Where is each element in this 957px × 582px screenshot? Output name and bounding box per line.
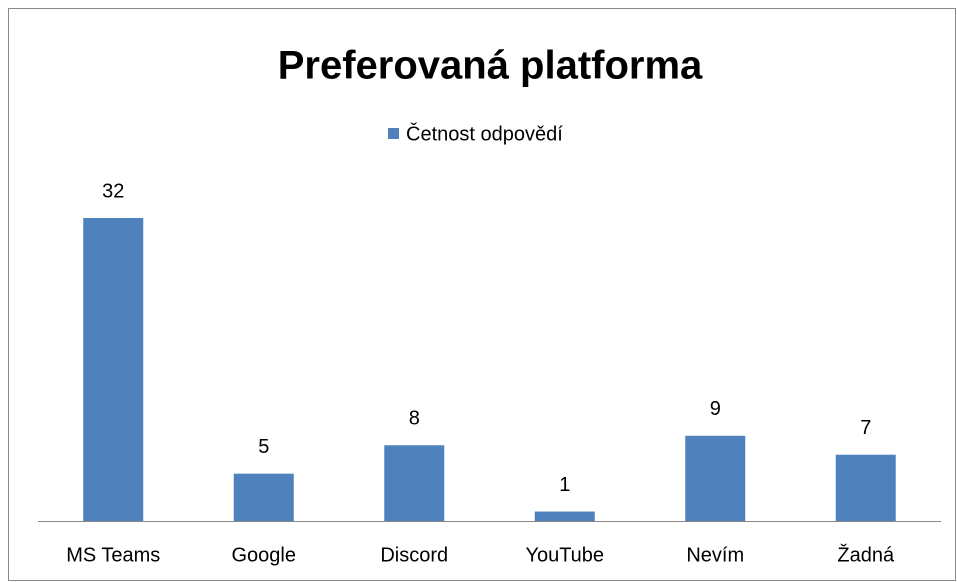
bar: [83, 218, 144, 521]
x-tick-label: Žadná: [837, 543, 895, 566]
bar: [233, 473, 294, 521]
chart-frame: [8, 8, 956, 581]
chart-title: Preferovaná platforma: [278, 44, 703, 88]
data-label: 7: [860, 417, 871, 439]
bar: [534, 511, 595, 521]
data-label: 1: [559, 474, 570, 496]
x-tick-label: Google: [232, 544, 297, 566]
bar: [835, 454, 896, 521]
data-label: 8: [409, 408, 420, 430]
bar: [384, 445, 445, 521]
x-tick-label: MS Teams: [66, 544, 160, 566]
data-label: 9: [710, 398, 721, 420]
legend-swatch: [388, 128, 399, 139]
legend-label: Četnost odpovědí: [406, 122, 563, 145]
data-label: 5: [258, 436, 269, 458]
bar: [685, 435, 746, 521]
x-tick-label: Nevím: [686, 544, 744, 566]
data-label: 32: [102, 180, 124, 202]
x-tick-label: Discord: [380, 544, 448, 566]
x-tick-label: YouTube: [525, 544, 604, 566]
